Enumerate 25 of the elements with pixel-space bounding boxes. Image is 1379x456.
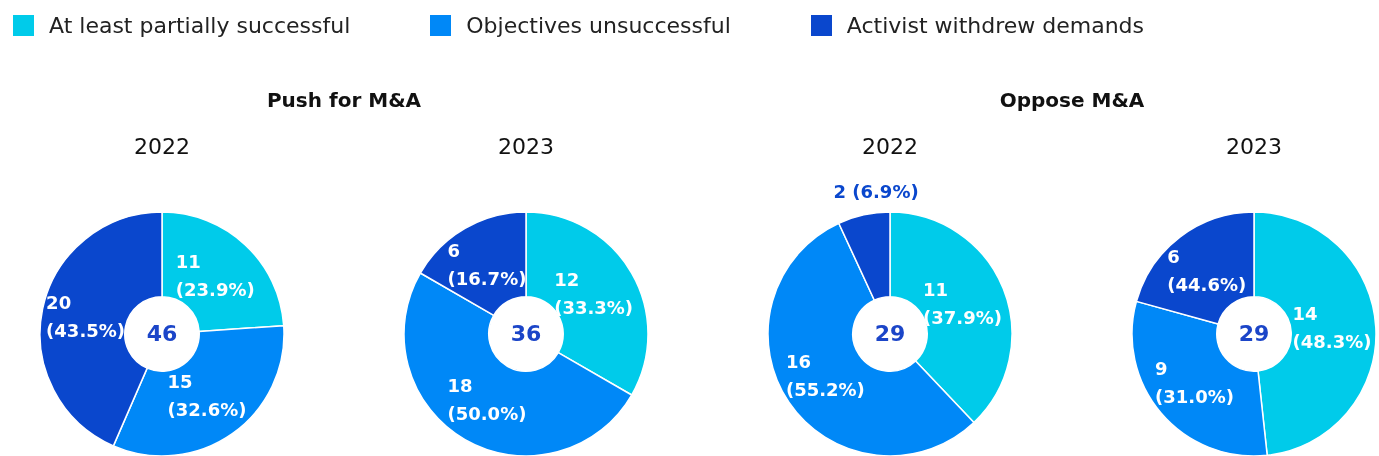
- data-label: 6 (44.6%): [1167, 245, 1247, 295]
- text: 46: [146, 320, 178, 346]
- text: 2022: [134, 133, 190, 159]
- legend-label: Objectives unsuccessful: [466, 13, 731, 38]
- text: 29: [874, 320, 906, 346]
- data-label: 2 (6.9%): [833, 181, 919, 203]
- legend-label: Activist withdrew demands: [846, 13, 1145, 38]
- text: 36: [510, 320, 542, 346]
- chart-subtitle: 2023: [498, 133, 554, 159]
- data-label: 20 (43.5%): [46, 291, 126, 341]
- data-label: 15 (32.6%): [167, 371, 247, 421]
- chart-subtitle: 2022: [862, 133, 918, 159]
- text: Push for M&A: [266, 88, 422, 112]
- data-label: 18 (50.0%): [447, 375, 527, 425]
- data-label: 9 (31.0%): [1155, 358, 1234, 408]
- data-label: 6 (16.7%): [447, 240, 527, 290]
- data-label: 12 (33.3%): [554, 268, 634, 318]
- data-label: 11 (23.9%): [175, 250, 255, 300]
- text: Oppose M&A: [999, 88, 1145, 112]
- data-label: 11 (37.9%): [923, 278, 1002, 328]
- text: 29: [1238, 320, 1270, 346]
- chart-subtitle: 2023: [1226, 133, 1282, 159]
- data-label: 16 (55.2%): [785, 351, 865, 401]
- legend-label: At least partially successful: [49, 13, 351, 38]
- data-label: 14 (48.3%): [1292, 303, 1372, 353]
